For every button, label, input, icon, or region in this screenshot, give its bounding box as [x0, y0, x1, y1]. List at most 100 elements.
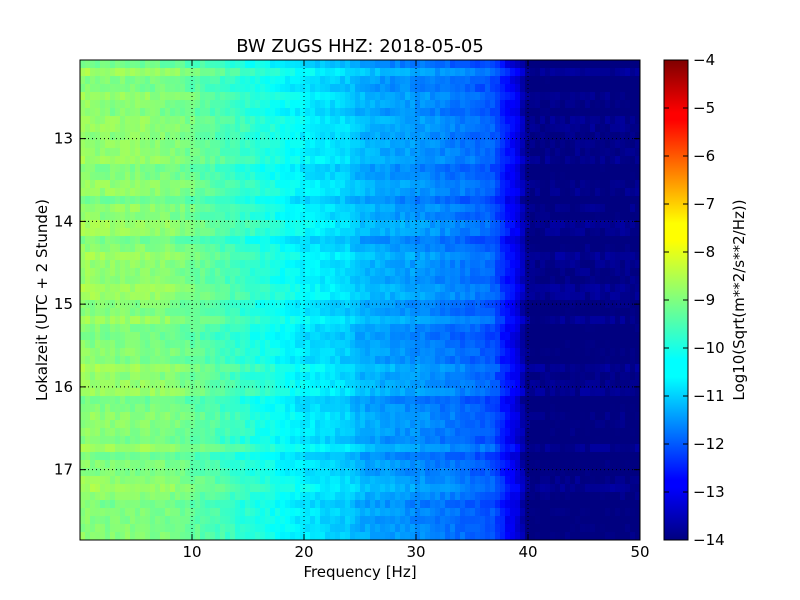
heatmap-cell [155, 204, 161, 213]
heatmap-cell [360, 508, 366, 517]
heatmap-cell [155, 100, 161, 109]
heatmap-cell [335, 276, 341, 285]
heatmap-cell [95, 268, 101, 277]
heatmap-cell [240, 172, 246, 181]
heatmap-cell [445, 412, 451, 421]
heatmap-cell [465, 500, 471, 509]
heatmap-cell [345, 236, 351, 245]
heatmap-cell [115, 372, 121, 381]
heatmap-cell [130, 220, 136, 229]
heatmap-cell [150, 492, 156, 501]
heatmap-cell [265, 180, 271, 189]
heatmap-cell [365, 84, 371, 93]
heatmap-cell [200, 324, 206, 333]
heatmap-cell [280, 396, 286, 405]
heatmap-cell [370, 324, 376, 333]
heatmap-cell [290, 188, 296, 197]
heatmap-cell [130, 500, 136, 509]
heatmap-cell [250, 292, 256, 301]
heatmap-cell [300, 460, 306, 469]
heatmap-cell [80, 140, 86, 149]
heatmap-cell [385, 140, 391, 149]
heatmap-cell [225, 476, 231, 485]
heatmap-cell [355, 124, 361, 133]
heatmap-cell [435, 324, 441, 333]
heatmap-cell [480, 324, 486, 333]
heatmap-cell [450, 452, 456, 461]
heatmap-cell [230, 140, 236, 149]
heatmap-cell [240, 108, 246, 117]
heatmap-cell [400, 228, 406, 237]
heatmap-cell [100, 524, 106, 533]
heatmap-cell [435, 132, 441, 141]
heatmap-cell [220, 428, 226, 437]
heatmap-cell [250, 340, 256, 349]
heatmap-cell [480, 228, 486, 237]
heatmap-cell [120, 428, 126, 437]
heatmap-cell [105, 428, 111, 437]
heatmap-cell [180, 476, 186, 485]
heatmap-cell [330, 68, 336, 77]
heatmap-cell [345, 188, 351, 197]
heatmap-cell [315, 388, 321, 397]
heatmap-cell [450, 164, 456, 173]
heatmap-cell [360, 84, 366, 93]
heatmap-cell [310, 316, 316, 325]
heatmap-cell [115, 204, 121, 213]
heatmap-cell [265, 132, 271, 141]
heatmap-cell [230, 276, 236, 285]
heatmap-cell [225, 116, 231, 125]
heatmap-cell [220, 132, 226, 141]
heatmap-cell [125, 124, 131, 133]
heatmap-cell [130, 156, 136, 165]
heatmap-cell [135, 380, 141, 389]
heatmap-cell [190, 188, 196, 197]
heatmap-cell [285, 364, 291, 373]
heatmap-cell [425, 68, 431, 77]
heatmap-cell [90, 92, 96, 101]
heatmap-cell [350, 116, 356, 125]
heatmap-cell [375, 492, 381, 501]
heatmap-cell [155, 164, 161, 173]
heatmap-cell [365, 532, 371, 540]
heatmap-cell [195, 300, 201, 309]
heatmap-cell [355, 156, 361, 165]
heatmap-cell [230, 284, 236, 293]
heatmap-cell [390, 276, 396, 285]
heatmap-cell [390, 172, 396, 181]
heatmap-cell [165, 412, 171, 421]
heatmap-cell [410, 460, 416, 469]
heatmap-cell [450, 524, 456, 533]
heatmap-cell [430, 188, 436, 197]
heatmap-cell [400, 428, 406, 437]
heatmap-cell [200, 452, 206, 461]
heatmap-cell [430, 340, 436, 349]
heatmap-cell [290, 444, 296, 453]
heatmap-cell [330, 340, 336, 349]
heatmap-cell [95, 220, 101, 229]
heatmap-cell [170, 340, 176, 349]
heatmap-cell [160, 500, 166, 509]
heatmap-cell [360, 476, 366, 485]
heatmap-cell [410, 260, 416, 269]
heatmap-cell [305, 228, 311, 237]
heatmap-cell [165, 324, 171, 333]
heatmap-cell [170, 348, 176, 357]
heatmap-cell [320, 164, 326, 173]
heatmap-cell [430, 204, 436, 213]
heatmap-cell [350, 492, 356, 501]
heatmap-cell [105, 212, 111, 221]
heatmap-cell [130, 284, 136, 293]
heatmap-cell [185, 404, 191, 413]
heatmap-cell [90, 204, 96, 213]
heatmap-cell [100, 172, 106, 181]
heatmap-cell [380, 452, 386, 461]
heatmap-cell [300, 276, 306, 285]
heatmap-cell [305, 340, 311, 349]
heatmap-cell [120, 196, 126, 205]
heatmap-cell [400, 196, 406, 205]
heatmap-cell [210, 468, 216, 477]
heatmap-cell [350, 308, 356, 317]
heatmap-cell [360, 516, 366, 525]
heatmap-cell [355, 300, 361, 309]
